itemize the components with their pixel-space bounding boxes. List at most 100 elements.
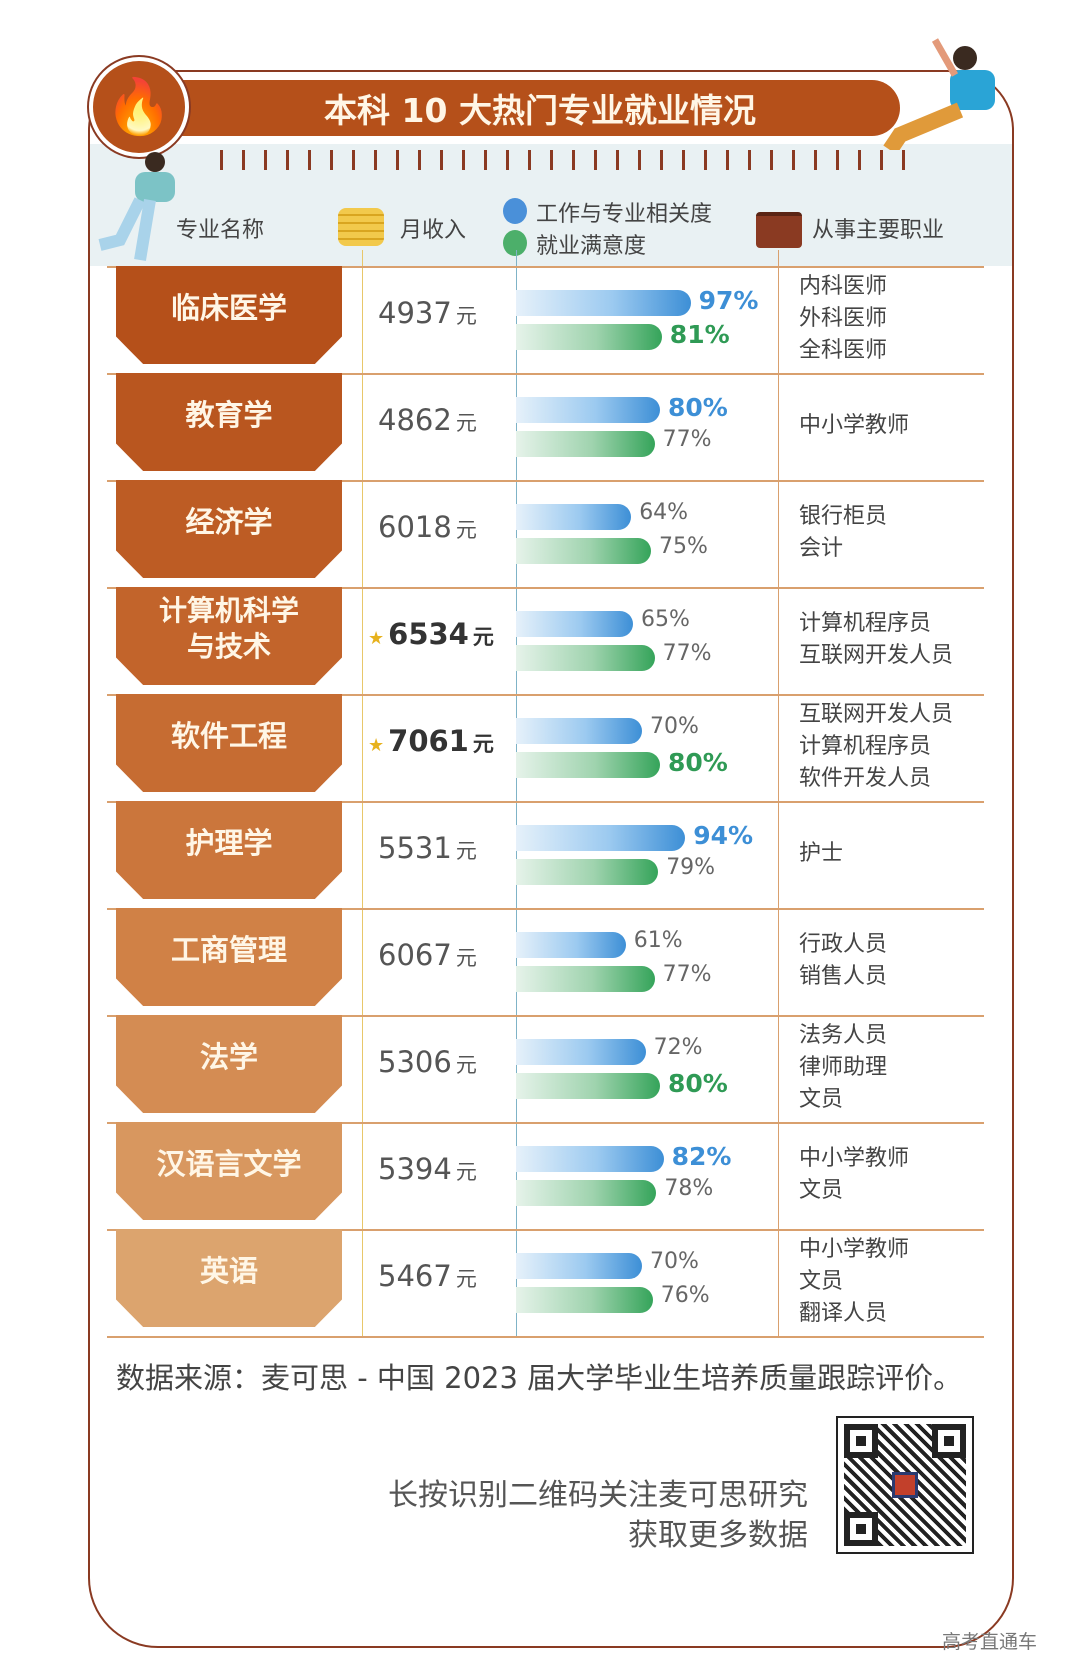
row-divider [107,1122,984,1124]
relevance-bar [516,1039,646,1065]
occupation-list: 中小学教师 [799,410,909,442]
relevance-label: 65% [641,607,690,632]
monthly-salary: 5394 元 [378,1152,477,1186]
satisfaction-bar [516,645,655,671]
relevance-label: 64% [639,500,689,525]
relevance-label: 70% [650,714,699,739]
satisfaction-bar [516,752,660,778]
row-divider [107,1015,984,1017]
relevance-label: 61% [633,928,683,953]
major-name: 工商管理 [170,933,287,967]
satisfaction-label: 77% [662,962,712,987]
salary-value: 4862 [378,403,452,437]
relevance-bar [516,290,691,316]
person-illustration-left [98,152,175,261]
salary-value: 6534 [388,617,469,651]
bars-column-line [516,250,517,1336]
data-source-note: 数据来源：麦可思 - 中国 2023 届大学毕业生培养质量跟踪评价。 [116,1361,963,1395]
major-badge: 法学 [116,1015,342,1113]
qr-caption-line: 长按识别二维码关注麦可思研究 [388,1478,808,1513]
header-jobs: 从事主要职业 [812,218,945,243]
satisfaction-bar [516,1180,657,1206]
occupation-item: 文员 [799,1178,844,1203]
satisfaction-bar [516,431,655,457]
page-title: 本科 10 大热门专业就业情况 [140,80,900,136]
relevance-bar [516,1146,664,1172]
occupation-item: 法务人员 [799,1023,888,1048]
qr-caption-line: 获取更多数据 [628,1518,808,1553]
occupation-item: 中小学教师 [799,1237,910,1262]
relevance-label: 80% [668,393,728,422]
relevance-bar [516,718,642,744]
occupation-item: 翻译人员 [799,1301,888,1326]
salary-unit: 元 [455,1267,477,1291]
qr-finder [844,1424,878,1458]
jobs-column-line [778,250,779,1336]
monthly-salary: 6018 元 [378,510,477,544]
major-badge: 护理学 [116,801,342,899]
header-salary: 月收入 [400,218,467,243]
occupation-list: 行政人员 销售人员 [799,929,887,993]
occupation-list: 护士 [799,838,843,870]
relevance-bar [516,1253,642,1279]
monthly-salary: ★ 7061 元 [368,724,494,758]
occupation-item: 行政人员 [799,932,888,957]
qr-finder [932,1424,966,1458]
row-divider [107,801,984,803]
salary-value: 7061 [388,724,469,758]
satisfaction-label: 76% [660,1283,710,1308]
major-name: 计算机科学 与技术 [158,594,299,663]
occupation-list: 内科医师 外科医师 全科医师 [799,271,887,367]
relevance-label: 70% [650,1249,699,1274]
occupation-list: 互联网开发人员 计算机程序员 软件开发人员 [799,699,953,795]
occupation-item: 文员 [799,1269,844,1294]
occupation-item: 全科医师 [799,338,888,363]
row-divider [107,694,984,696]
salary-value: 6018 [378,510,452,544]
salary-unit: 元 [455,304,477,328]
relevance-bar [516,611,633,637]
row-divider [107,587,984,589]
occupation-item: 互联网开发人员 [799,643,954,668]
occupation-item: 中小学教师 [799,413,910,438]
satisfaction-label: 77% [662,427,712,452]
star-icon: ★ [368,735,385,756]
occupation-item: 中小学教师 [799,1146,910,1171]
qr-caption: 长按识别二维码关注麦可思研究 获取更多数据 [388,1476,808,1556]
occupation-item: 互联网开发人员 [799,702,954,727]
major-badge: 计算机科学 与技术 [116,587,342,685]
occupation-item: 律师助理 [799,1055,888,1080]
occupation-item: 护士 [799,841,844,866]
satisfaction-label: 75% [659,534,708,559]
occupation-list: 中小学教师文员翻译人员 [799,1234,909,1330]
salary-value: 5306 [378,1045,452,1079]
relevance-label: 82% [671,1142,732,1171]
occupation-item: 外科医师 [799,306,888,331]
monthly-salary: 5531 元 [378,831,477,865]
salary-unit: 元 [455,518,477,542]
satisfaction-bar [516,966,655,992]
monthly-salary: 5306 元 [378,1045,477,1079]
fire-icon: 🔥 [89,57,189,157]
relevance-label: 97% [698,286,759,315]
relevance-bar [516,825,686,851]
satisfaction-bar [516,859,659,885]
major-name: 教育学 [185,398,273,432]
major-badge: 教育学 [116,373,342,471]
major-badge: 软件工程 [116,694,342,792]
briefcase-icon [756,212,802,248]
row-divider [107,266,984,268]
monthly-salary: ★ 6534 元 [368,617,494,651]
monthly-salary: 6067 元 [378,938,477,972]
salary-unit: 元 [472,625,494,649]
occupation-item: 会计 [799,536,844,561]
salary-unit: 元 [455,946,477,970]
major-name: 经济学 [185,505,273,539]
major-badge: 汉语言文学 [116,1122,342,1220]
header-major: 专业名称 [176,218,265,243]
major-name: 软件工程 [170,719,287,753]
qr-code[interactable] [836,1416,974,1554]
coins-icon [338,208,384,246]
star-icon: ★ [368,628,385,649]
salary-value: 4937 [378,296,452,330]
